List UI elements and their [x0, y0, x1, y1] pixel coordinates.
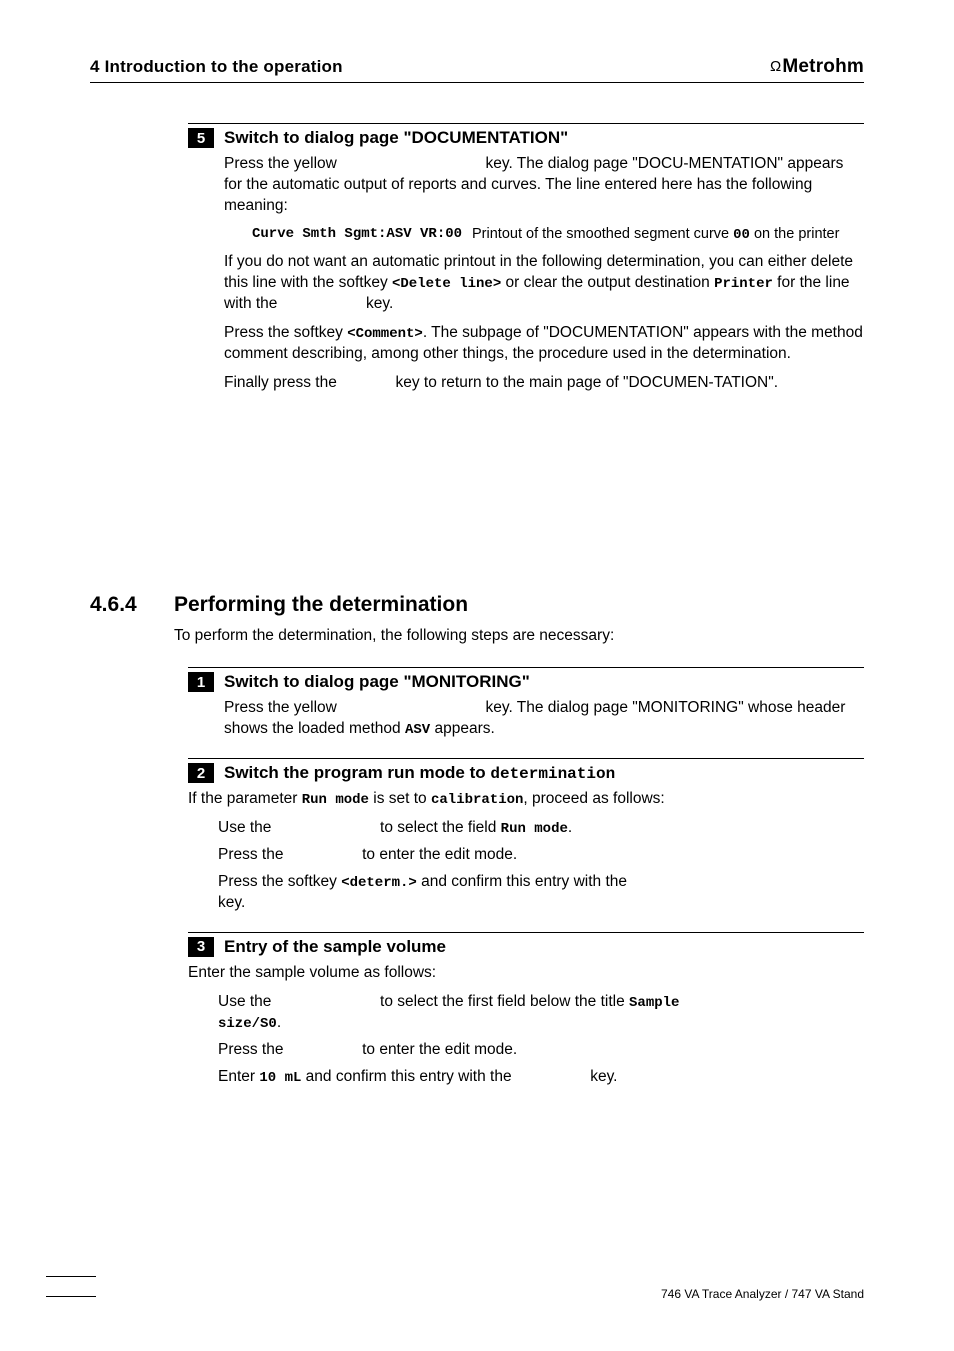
step-2-li2: Press the to enter the edit mode.	[218, 845, 864, 866]
text: key.	[218, 894, 245, 911]
text: and confirm this entry with the	[417, 873, 627, 890]
step-5-p2: If you do not want an automatic printout…	[224, 252, 864, 315]
step-5-p3: Press the softkey <Comment>. The subpage…	[224, 323, 864, 365]
step-2-li1: Use the to select the field Run mode.	[218, 818, 864, 839]
text: and confirm this entry with the	[301, 1068, 516, 1085]
step-2: 2 Switch the program run mode to determi…	[188, 758, 864, 914]
text: Printout of the smoothed segment curve	[472, 226, 733, 242]
text: Press the yellow	[224, 155, 341, 172]
step-5-body: Press the yellow key. The dialog page "D…	[224, 154, 864, 393]
text: to select the field	[376, 819, 501, 836]
step-3-li3: Enter 10 mL and confirm this entry with …	[218, 1067, 864, 1088]
section-intro: To perform the determination, the follow…	[174, 627, 864, 645]
step-2-p1: If the parameter Run mode is set to cali…	[188, 789, 864, 810]
code-description: Printout of the smoothed segment curve 0…	[472, 225, 839, 244]
text: to select the first field below the titl…	[376, 993, 629, 1010]
text: Enter	[218, 1068, 259, 1085]
step-3-p1: Enter the sample volume as follows:	[188, 963, 864, 984]
step-1-title: Switch to dialog page "MONITORING"	[224, 672, 530, 692]
step-1-body: Press the yellow key. The dialog page "M…	[224, 698, 864, 740]
footer-line-2	[46, 1296, 96, 1297]
text: key to return to the main page of "DOCUM…	[391, 374, 778, 391]
step-2-sublist: Use the to select the field Run mode. Pr…	[218, 818, 864, 914]
step-2-li3: Press the softkey <determ.> and confirm …	[218, 872, 864, 914]
header-section-title: 4 Introduction to the operation	[90, 57, 343, 77]
section-title: Performing the determination	[174, 593, 468, 617]
text: .	[277, 1014, 281, 1031]
step-3-li1: Use the to select the first field below …	[218, 992, 864, 1034]
text: Press the yellow	[224, 699, 341, 716]
step-3-body: Enter the sample volume as follows: Use …	[188, 963, 864, 1088]
mono-text: determination	[490, 765, 615, 783]
text: or clear the output destination	[501, 274, 714, 291]
step-2-header: 2 Switch the program run mode to determi…	[188, 758, 864, 783]
text: to enter the edit mode.	[358, 1041, 517, 1058]
step-5-p4: Finally press the key to return to the m…	[224, 373, 864, 394]
step-5-code-row: Curve Smth Sgmt:ASV VR:00 Printout of th…	[252, 225, 864, 244]
text: appears.	[430, 720, 495, 737]
step-2-number: 2	[188, 763, 214, 783]
text: Press the	[218, 846, 288, 863]
text: .	[568, 819, 572, 836]
step-2-title: Switch the program run mode to determina…	[224, 763, 615, 783]
page-footer: 746 VA Trace Analyzer / 747 VA Stand	[661, 1287, 864, 1301]
mono-text: size/S0	[218, 1016, 277, 1032]
mono-text: Run mode	[302, 792, 369, 808]
step-1-header: 1 Switch to dialog page "MONITORING"	[188, 667, 864, 692]
step-3-number: 3	[188, 937, 214, 957]
text: Press the	[218, 1041, 288, 1058]
text: Finally press the	[224, 374, 341, 391]
softkey-label: <Delete line>	[392, 276, 501, 292]
step-5-title: Switch to dialog page "DOCUMENTATION"	[224, 128, 568, 148]
text: is set to	[369, 790, 431, 807]
step-5: 5 Switch to dialog page "DOCUMENTATION" …	[188, 123, 864, 393]
mono-text: Run mode	[501, 821, 568, 837]
step-1-p1: Press the yellow key. The dialog page "M…	[224, 698, 864, 740]
mono-text: Sample	[629, 995, 679, 1011]
brand-logo: ΩMetrohm	[770, 56, 864, 78]
text: Use the	[218, 993, 276, 1010]
text: Use the	[218, 819, 276, 836]
step-3-sublist: Use the to select the first field below …	[218, 992, 864, 1088]
text: key.	[586, 1068, 618, 1085]
mono-text: Printer	[714, 276, 773, 292]
text: on the printer	[750, 226, 839, 242]
step-1: 1 Switch to dialog page "MONITORING" Pre…	[188, 667, 864, 740]
step-3-li2: Press the to enter the edit mode.	[218, 1040, 864, 1061]
text: key.	[362, 295, 394, 312]
softkey-label: <Comment>	[347, 326, 423, 342]
softkey-label: <determ.>	[341, 875, 417, 891]
mono-text: ASV	[405, 722, 430, 738]
page-header: 4 Introduction to the operation ΩMetrohm	[90, 56, 864, 83]
text: Switch the program run mode to	[224, 763, 490, 782]
brand-text: Metrohm	[782, 56, 864, 77]
section-heading: 4.6.4 Performing the determination	[90, 593, 864, 617]
step-5-header: 5 Switch to dialog page "DOCUMENTATION"	[188, 123, 864, 148]
step-3-header: 3 Entry of the sample volume	[188, 932, 864, 957]
step-5-number: 5	[188, 128, 214, 148]
mono-text: 10 mL	[259, 1070, 301, 1086]
footer-line-1	[46, 1276, 96, 1277]
step-2-body: If the parameter Run mode is set to cali…	[188, 789, 864, 914]
step-3: 3 Entry of the sample volume Enter the s…	[188, 932, 864, 1088]
text: Press the softkey	[224, 324, 347, 341]
mono-text: calibration	[431, 792, 523, 808]
text: , proceed as follows:	[523, 790, 664, 807]
text: to enter the edit mode.	[358, 846, 517, 863]
step-1-number: 1	[188, 672, 214, 692]
code-sample: Curve Smth Sgmt:ASV VR:00	[252, 225, 472, 244]
text: If the parameter	[188, 790, 302, 807]
ohm-icon: Ω	[770, 58, 781, 75]
section-number: 4.6.4	[90, 593, 174, 617]
step-3-title: Entry of the sample volume	[224, 937, 446, 957]
step-5-p1: Press the yellow key. The dialog page "D…	[224, 154, 864, 217]
text: 00	[733, 227, 750, 243]
text: Press the softkey	[218, 873, 341, 890]
